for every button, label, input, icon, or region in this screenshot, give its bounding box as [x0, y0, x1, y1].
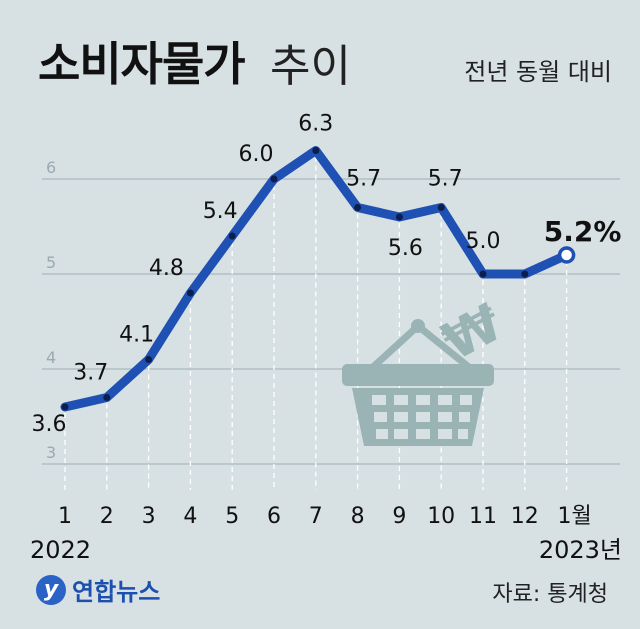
- data-point: [395, 213, 403, 221]
- x-tick-label: 10: [427, 504, 455, 529]
- data-point: [186, 289, 194, 297]
- data-label: 6.0: [239, 142, 274, 167]
- y-tick-label: 3: [46, 443, 56, 462]
- data-point: [312, 147, 320, 154]
- data-point: [270, 175, 278, 183]
- x-tick-label: 4: [183, 504, 197, 529]
- y-tick-labels: 3 4 5 6: [46, 158, 56, 462]
- data-point: [521, 270, 529, 278]
- x-tick-label: 11: [469, 504, 497, 529]
- data-point: [145, 356, 153, 363]
- data-point: [61, 403, 69, 411]
- year-label-start: 2022: [30, 536, 91, 564]
- x-tick-label: 5: [225, 504, 239, 529]
- y-tick-label: 4: [46, 348, 56, 367]
- x-tick-label: 6: [267, 504, 281, 529]
- data-point: [354, 204, 362, 211]
- x-tick-label: 2: [100, 504, 114, 529]
- data-point-highlight: [557, 246, 576, 264]
- chart-title: 소비자물가: [38, 37, 246, 91]
- data-labels: 3.6 3.7 4.1 4.8 5.4 6.0 6.3 5.7 5.6 5.7 5.0 5.2%: [32, 112, 622, 438]
- shopping-basket-icon: [342, 319, 494, 446]
- chart-subtitle: 전년 동월 대비: [464, 58, 612, 86]
- x-tick-label: 1월: [557, 504, 591, 529]
- data-points: [61, 147, 576, 411]
- x-tick-label: 9: [392, 504, 406, 529]
- source-note: 자료: 통계청: [492, 582, 608, 607]
- x-tick-label: 12: [511, 504, 539, 529]
- data-label: 5.4: [203, 199, 238, 224]
- logo-icon: y: [36, 574, 66, 605]
- x-tick-labels: 1 2 3 4 5 6 7 8 9 10 11 12 1월: [58, 504, 592, 529]
- data-point: [479, 270, 487, 278]
- chart-title-suffix: 추이: [270, 41, 351, 92]
- data-label: 6.3: [298, 112, 333, 137]
- x-tick-label: 7: [309, 504, 323, 529]
- yonhap-logo: y 연합뉴스: [36, 572, 160, 607]
- year-label-end: 2023년: [539, 536, 622, 564]
- won-currency-icon: ₩: [433, 293, 512, 373]
- y-tick-label: 5: [46, 253, 56, 272]
- data-label: 3.7: [73, 361, 108, 386]
- data-label-highlight: 5.2%: [544, 215, 622, 248]
- logo-text: 연합뉴스: [72, 578, 161, 606]
- data-point: [228, 232, 236, 240]
- x-tick-label: 8: [351, 504, 365, 529]
- data-label: 5.7: [346, 167, 381, 192]
- data-label: 5.7: [428, 167, 463, 192]
- data-label: 4.8: [149, 256, 184, 281]
- data-label: 3.6: [32, 412, 67, 437]
- x-tick-label: 3: [142, 504, 156, 529]
- data-point: [103, 394, 111, 401]
- year-labels: 2022 2023년: [30, 536, 622, 564]
- data-point: [437, 204, 445, 211]
- data-label: 4.1: [119, 323, 154, 348]
- y-tick-label: 6: [46, 158, 56, 177]
- data-label: 5.0: [466, 229, 501, 254]
- x-tick-label: 1: [58, 504, 72, 529]
- data-label: 5.6: [388, 236, 423, 261]
